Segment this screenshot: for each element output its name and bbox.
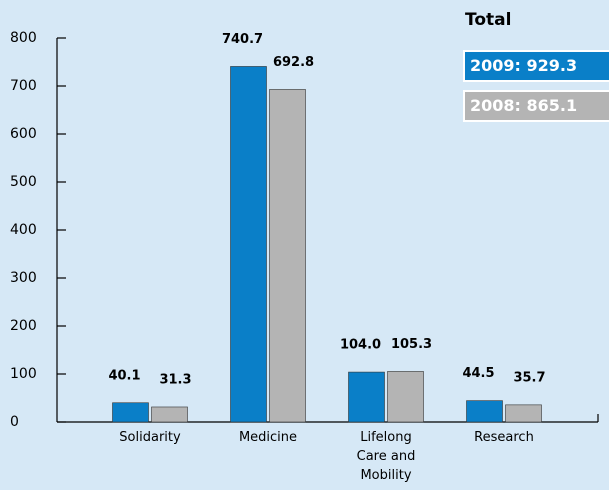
value-label: 35.7 bbox=[513, 370, 545, 385]
x-tick-label: Lifelong Care and Mobility bbox=[356, 430, 416, 483]
x-tick-label: Research bbox=[474, 430, 534, 445]
x-tick-label: Medicine bbox=[238, 430, 298, 445]
legend-entry: 2009: 929.3 bbox=[463, 50, 609, 82]
bar bbox=[112, 402, 149, 423]
bar bbox=[505, 404, 542, 423]
bar bbox=[348, 371, 385, 423]
y-tick-label: 100 bbox=[10, 366, 37, 382]
value-label: 44.5 bbox=[462, 366, 494, 381]
bar bbox=[151, 406, 188, 423]
bar bbox=[269, 89, 306, 423]
value-label: 740.7 bbox=[222, 32, 263, 47]
y-tick-label: 200 bbox=[10, 318, 37, 334]
value-label: 105.3 bbox=[391, 337, 432, 352]
y-tick-label: 800 bbox=[10, 30, 37, 46]
legend-entry: 2008: 865.1 bbox=[463, 90, 609, 122]
y-tick-label: 300 bbox=[10, 270, 37, 286]
y-tick-label: 0 bbox=[10, 414, 19, 430]
bar bbox=[387, 371, 424, 423]
legend-title: Total bbox=[465, 10, 511, 30]
value-label: 692.8 bbox=[273, 55, 314, 70]
y-tick-label: 600 bbox=[10, 126, 37, 142]
bar bbox=[230, 66, 267, 423]
y-tick-label: 500 bbox=[10, 174, 37, 190]
value-label: 31.3 bbox=[159, 372, 191, 387]
bar bbox=[466, 400, 503, 423]
y-tick-label: 400 bbox=[10, 222, 37, 238]
value-label: 104.0 bbox=[340, 338, 381, 353]
x-tick-label: Solidarity bbox=[119, 430, 181, 445]
value-label: 40.1 bbox=[108, 368, 140, 383]
y-tick-label: 700 bbox=[10, 78, 37, 94]
